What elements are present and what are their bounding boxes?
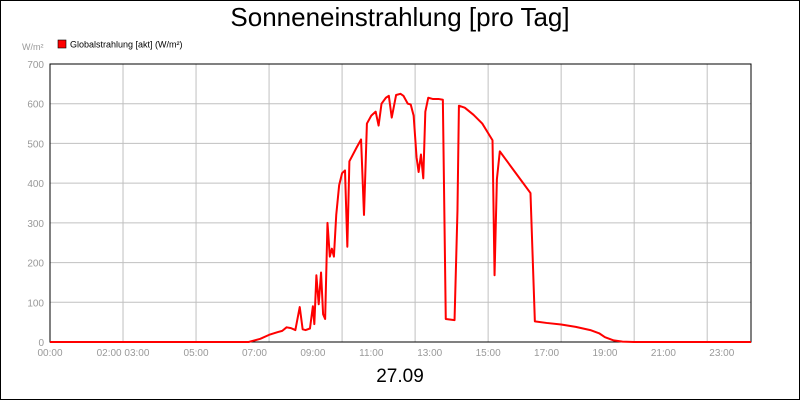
y-tick-label: 400 (27, 179, 44, 190)
x-tick-label: 21:00 (651, 348, 676, 359)
y-tick-label: 100 (27, 298, 44, 309)
y-unit-label: W/m² (22, 42, 44, 52)
x-tick-label: 07:00 (242, 348, 267, 359)
y-tick-label: 600 (27, 100, 44, 111)
x-tick-label: 23:00 (709, 348, 734, 359)
x-tick-label: 15:00 (476, 348, 501, 359)
plot-area-border (49, 63, 752, 343)
y-tick-label: 500 (27, 139, 44, 150)
x-tick-label: 00:00 (37, 348, 62, 359)
x-tick-label: 11:00 (359, 348, 384, 359)
date-label: 27.09 (376, 366, 424, 387)
x-tick-label: 17:00 (534, 348, 559, 359)
y-tick-label: 300 (27, 219, 44, 230)
chart-title: Sonneneinstrahlung [pro Tag] (230, 2, 570, 32)
legend: Globalstrahlung [akt] (W/m²) (57, 39, 183, 50)
y-tick-label: 700 (27, 60, 44, 71)
x-tick-label: 19:00 (592, 348, 617, 359)
legend-label: Globalstrahlung [akt] (W/m²) (70, 40, 183, 50)
x-tick-label: 05:00 (184, 348, 209, 359)
grid-layer (49, 63, 751, 343)
y-tick-label: 0 (38, 338, 44, 349)
series-line-globalstrahlung (50, 92, 751, 343)
legend-swatch (57, 39, 67, 49)
y-tick-label: 200 (27, 259, 44, 270)
tick-labels: 0 100 200 300 400 500 600 700 00:00 02:00 03:00 05… (27, 60, 734, 359)
x-tick-label: 13:00 (417, 348, 442, 359)
x-tick-label: 09:00 (300, 348, 325, 359)
x-tick-label: 02:00 03:00 (97, 348, 150, 359)
